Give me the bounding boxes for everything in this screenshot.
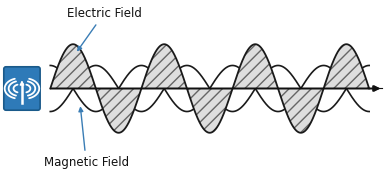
Text: Magnetic Field: Magnetic Field <box>44 108 129 169</box>
Text: Electric Field: Electric Field <box>67 7 142 50</box>
FancyBboxPatch shape <box>4 67 40 110</box>
